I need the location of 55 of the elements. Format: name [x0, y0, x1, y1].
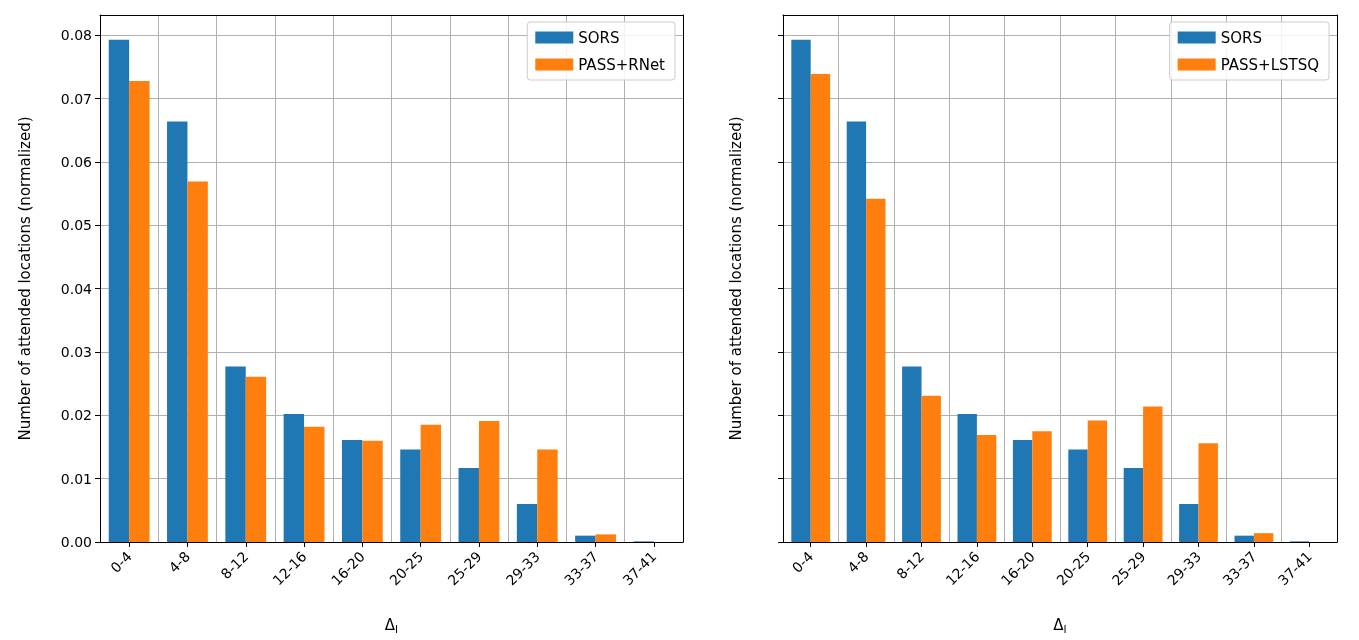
bar	[791, 39, 811, 542]
y-tick-label: 0.04	[60, 280, 93, 297]
bar	[921, 395, 941, 542]
bar	[129, 80, 150, 542]
bar	[167, 121, 188, 542]
y-tick-label: 0.00	[60, 534, 92, 550]
bar	[1143, 406, 1163, 542]
bar	[1198, 443, 1218, 542]
bar	[283, 414, 305, 542]
bar	[341, 440, 363, 542]
y-tick-label: 0.03	[60, 343, 92, 360]
x-tick-label: 4-8	[844, 548, 872, 576]
bar	[595, 534, 616, 542]
bar	[225, 366, 246, 542]
bar	[866, 198, 886, 542]
x-tick-label: 4-8	[165, 548, 194, 576]
bar	[976, 434, 997, 542]
bar	[810, 73, 831, 542]
bar	[1032, 431, 1052, 542]
bar	[1253, 533, 1274, 542]
y-tick-label: 0.01	[60, 470, 92, 487]
bar	[1068, 449, 1088, 542]
y-tick-label: 0.07	[60, 90, 92, 107]
bar	[902, 366, 922, 542]
bar	[1179, 504, 1199, 542]
y-tick-label: 0.08	[60, 27, 92, 44]
bar	[108, 39, 130, 542]
bar	[1012, 440, 1033, 542]
legend-label: PASS+RNet	[578, 55, 666, 74]
y-axis-title: Number of attended locations (normalized)	[15, 116, 34, 441]
bar	[846, 121, 867, 542]
bar	[575, 535, 596, 542]
bar	[458, 467, 479, 542]
x-tick-label: 0-4	[107, 548, 135, 576]
bar	[362, 440, 383, 542]
bar	[304, 426, 325, 542]
y-tick-label: 0.06	[60, 153, 93, 170]
legend-label: SORS	[578, 28, 620, 47]
bar	[1234, 535, 1254, 542]
bar	[537, 449, 558, 542]
bar	[478, 421, 500, 542]
x-tick-label: 0-4	[788, 548, 817, 576]
bar	[400, 449, 421, 542]
bar	[1087, 420, 1108, 542]
y-tick-label: 0.05	[60, 217, 92, 234]
y-axis-title: Number of attended locations (normalized)	[726, 116, 745, 441]
legend-label: SORS	[1220, 28, 1262, 47]
legend-label: PASS+LSTSQ	[1220, 55, 1319, 74]
bar	[420, 424, 442, 542]
bar	[187, 181, 208, 542]
y-tick-label: 0.02	[60, 407, 92, 424]
bar	[245, 376, 267, 542]
bar	[1123, 467, 1144, 542]
bar	[516, 504, 538, 542]
bar	[957, 414, 977, 542]
